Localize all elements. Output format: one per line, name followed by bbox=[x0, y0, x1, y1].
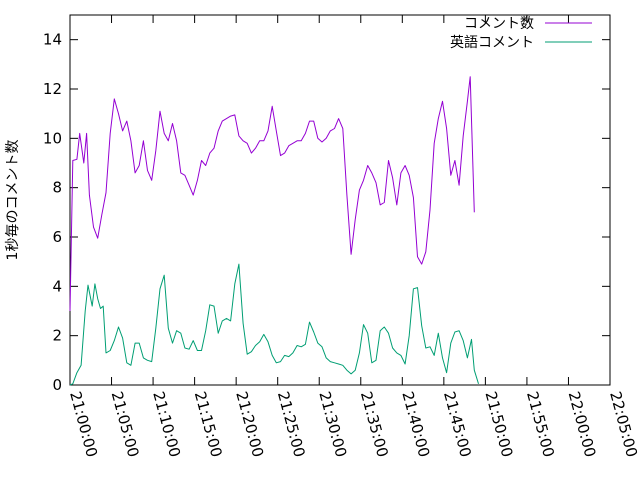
y-tick-label: 6 bbox=[52, 228, 62, 246]
x-tick-label: 22:05:00 bbox=[606, 389, 640, 459]
y-tick-label: 4 bbox=[52, 277, 62, 295]
x-tick-label: 21:25:00 bbox=[274, 389, 309, 459]
y-axis-title: 1秒毎のコメント数 bbox=[5, 140, 21, 261]
x-tick-label: 21:15:00 bbox=[191, 389, 226, 459]
x-tick-label: 22:00:00 bbox=[565, 389, 600, 459]
x-tick-label: 21:55:00 bbox=[523, 389, 558, 459]
x-tick-label: 21:30:00 bbox=[315, 389, 350, 459]
y-tick-label: 14 bbox=[43, 31, 62, 49]
x-tick-label: 21:20:00 bbox=[232, 389, 267, 459]
x-tick-label: 21:50:00 bbox=[482, 389, 517, 459]
x-tick-label: 21:10:00 bbox=[149, 389, 184, 459]
y-tick-label: 2 bbox=[52, 327, 62, 345]
x-tick-label: 21:35:00 bbox=[357, 389, 392, 459]
y-axis-ticks: 0 2 4 6 8 10 12 14 bbox=[43, 31, 610, 394]
series-line-0 bbox=[69, 76, 475, 312]
plot-frame bbox=[69, 14, 611, 386]
legend-label-0: コメント数 bbox=[464, 16, 534, 32]
x-tick-label: 21:05:00 bbox=[108, 389, 143, 459]
y-tick-label: 0 bbox=[52, 376, 62, 394]
y-tick-label: 8 bbox=[52, 179, 62, 197]
x-tick-label: 21:00:00 bbox=[66, 389, 101, 459]
x-tick-label: 21:45:00 bbox=[440, 389, 475, 459]
legend-label-1: 英語コメント bbox=[450, 34, 534, 51]
series-line-1 bbox=[69, 263, 479, 386]
x-tick-label: 21:40:00 bbox=[398, 389, 433, 459]
y-tick-label: 12 bbox=[43, 80, 62, 98]
series-lines bbox=[69, 76, 479, 386]
y-tick-label: 10 bbox=[43, 129, 62, 147]
